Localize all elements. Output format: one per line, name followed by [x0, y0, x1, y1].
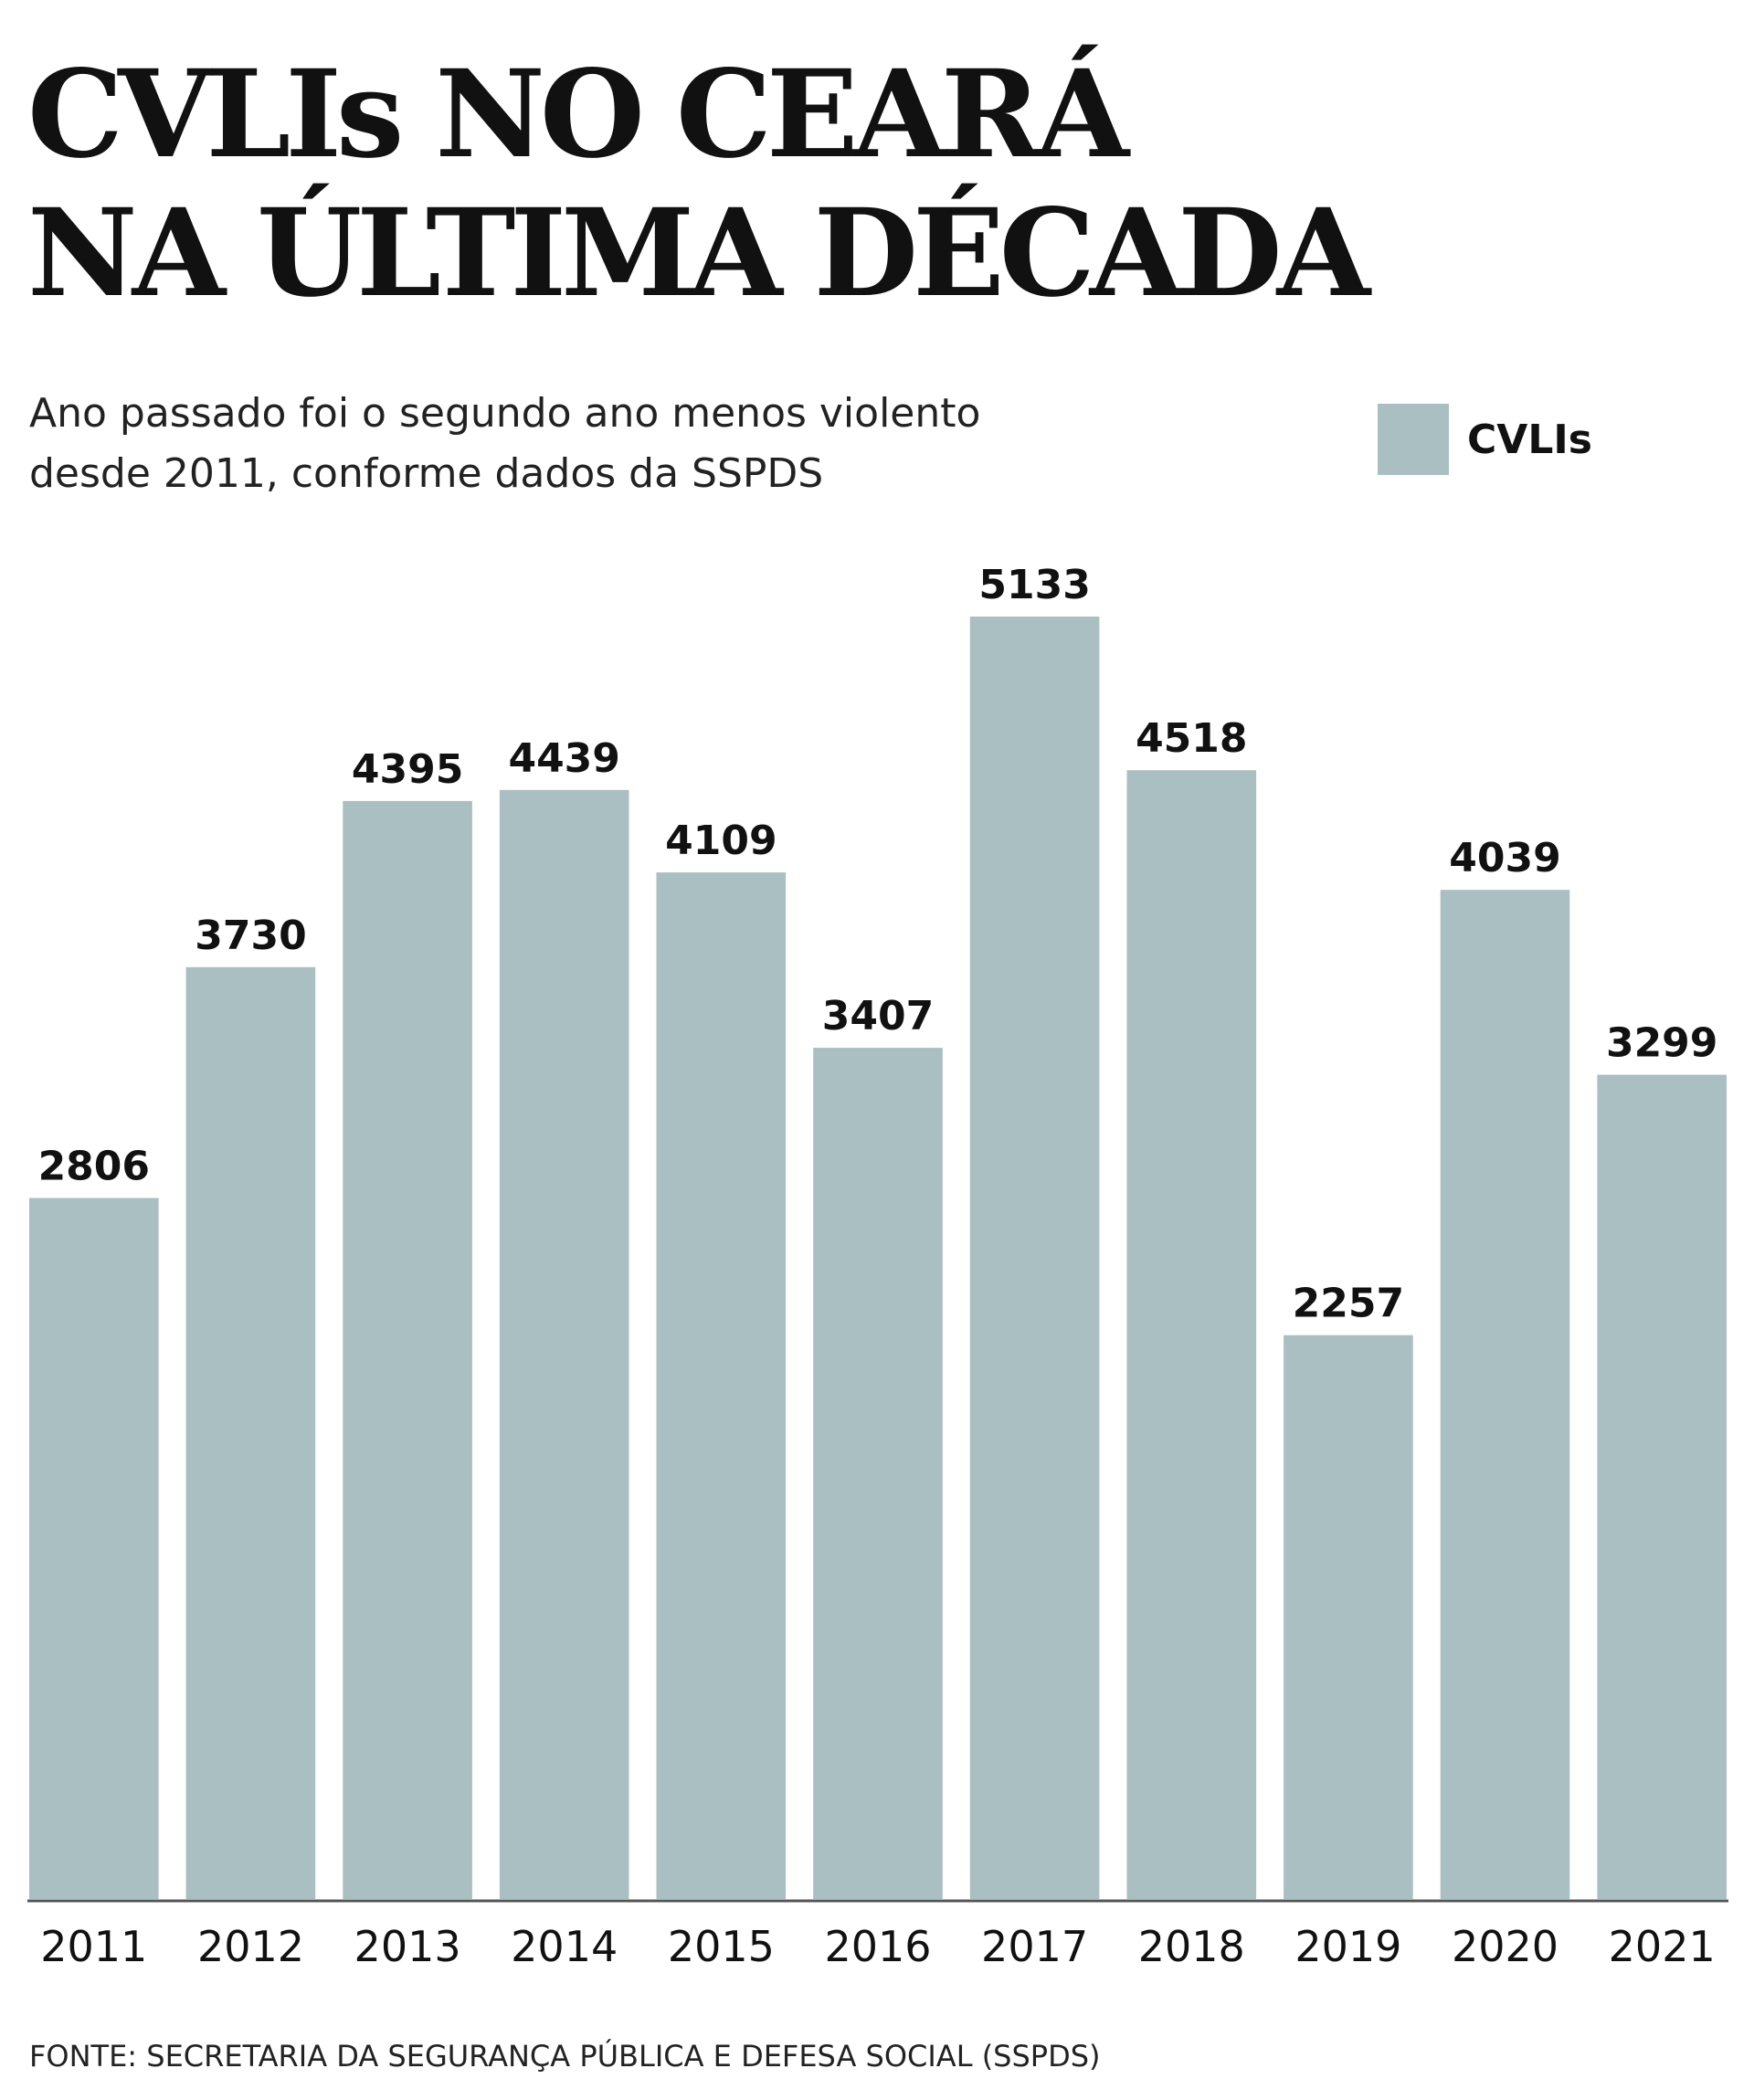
x-tick-label-2012: 2012	[197, 1922, 304, 1971]
x-tick-label-2019: 2019	[1294, 1922, 1401, 1971]
chart-subtitle-line-2: desde 2011, conforme dados da SSPDS	[29, 450, 824, 497]
value-labels-layer: 2806 3730 4395 4439 4109 3407 5133 4518 2257 4039…	[38, 562, 1718, 1327]
bar-2015	[656, 872, 787, 1899]
x-tick-label-2014: 2014	[511, 1922, 618, 1971]
x-tick-label-2016: 2016	[824, 1922, 931, 1971]
bar-2018	[1126, 770, 1257, 1900]
value-label-2011: 2806	[38, 1144, 150, 1190]
value-label-2014: 4439	[508, 735, 619, 782]
bar-2019	[1284, 1335, 1413, 1899]
chart-subtitle: Ano passado foi o segundo ano menos viol…	[29, 384, 1125, 504]
chart-title: CVLIs NO CEARÁ NA ÚLTIMA DÉCADA	[27, 46, 1727, 323]
value-label-2021: 3299	[1606, 1020, 1717, 1067]
bar-2017	[969, 617, 1100, 1899]
bar-2016	[813, 1048, 943, 1899]
x-tick-label-2021: 2021	[1609, 1922, 1716, 1971]
chart-subtitle-line-1: Ano passado foi o segundo ano menos viol…	[29, 390, 981, 437]
x-tick-label-2017: 2017	[981, 1922, 1088, 1971]
chart-title-line-1: CVLIs NO CEARÁ	[27, 44, 1129, 185]
value-label-2016: 3407	[822, 993, 934, 1039]
x-tick-label-2018: 2018	[1138, 1922, 1245, 1971]
value-label-2013: 4395	[352, 746, 463, 793]
bar-2020	[1440, 890, 1570, 1900]
x-tick-label-2013: 2013	[354, 1922, 461, 1971]
value-label-2019: 2257	[1293, 1281, 1404, 1327]
chart-title-line-2: NA ÚLTIMA DÉCADA	[27, 183, 1370, 324]
bar-2012	[185, 966, 316, 1899]
bar-2021	[1597, 1074, 1727, 1899]
legend-label: CVLIs	[1467, 416, 1592, 463]
bar-2013	[343, 800, 472, 1899]
bar-2011	[29, 1198, 159, 1899]
value-label-2017: 5133	[978, 562, 1090, 608]
chart-legend: CVLIs	[1378, 404, 1592, 475]
bar-2014	[499, 789, 629, 1899]
x-tick-label-2020: 2020	[1452, 1922, 1559, 1971]
x-tick-label-2011: 2011	[40, 1922, 147, 1971]
source-note: FONTE: SECRETARIA DA SEGURANÇA PÚBLICA E…	[29, 2039, 1101, 2074]
value-label-2012: 3730	[195, 913, 306, 959]
value-label-2015: 4109	[665, 818, 777, 864]
bars-layer	[29, 617, 1727, 1900]
value-label-2020: 4039	[1449, 835, 1560, 881]
x-tick-labels-layer: 2011 2012 2013 2014 2015 2016 2017 2018 2019 2020…	[40, 1922, 1715, 1971]
x-tick-label-2015: 2015	[668, 1922, 775, 1971]
legend-swatch	[1378, 404, 1449, 475]
value-label-2018: 4518	[1136, 715, 1247, 762]
